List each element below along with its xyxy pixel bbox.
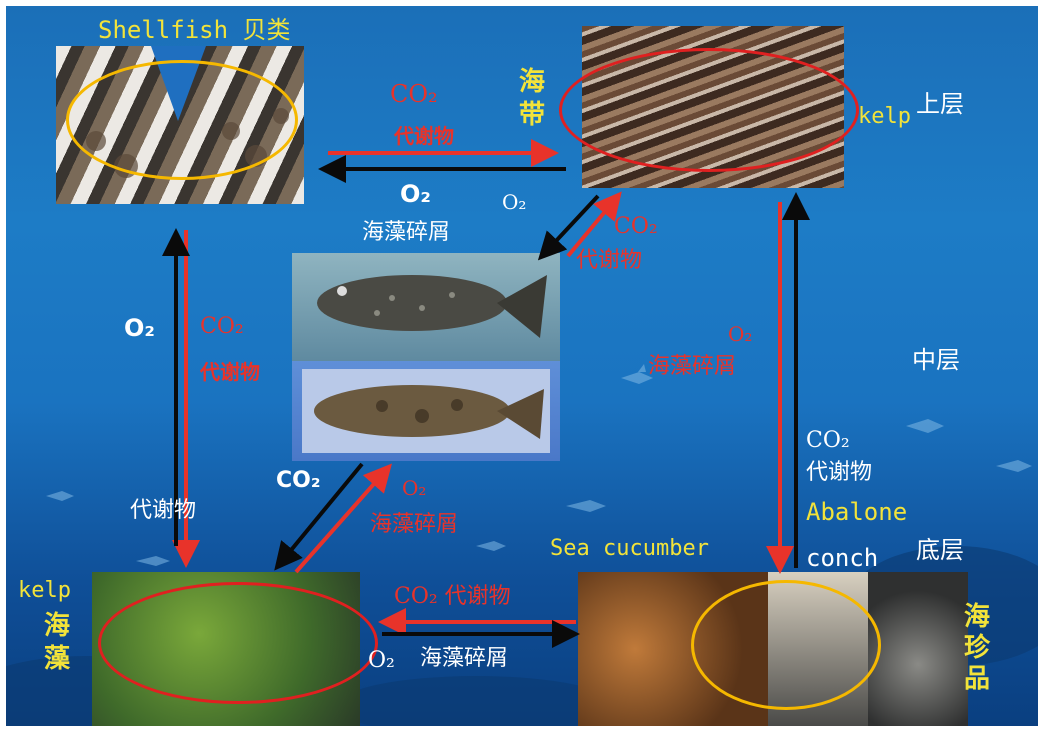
kelp-top-en-label: kelp (858, 104, 911, 129)
layer-middle-label: 中层 (912, 346, 960, 374)
flow-shell-down-co2: CO₂ (200, 314, 244, 339)
flow-seaweed-fish-o2: O₂ (402, 476, 427, 500)
seaweed-en-label: kelp (18, 578, 71, 603)
arrow-kelp-to-fish (537, 194, 600, 261)
fish-photo-lower (292, 361, 560, 461)
seaweed-cn-label: 海藻 (44, 611, 71, 674)
flow-arrows (162, 139, 810, 648)
flow-kelp-down-o2: O₂ (728, 322, 753, 346)
flow-fish-kelp-co2: CO₂ (614, 214, 658, 239)
arrow-fish-to-kelp (566, 191, 622, 258)
arrow-seaweed-to-fish (294, 463, 392, 574)
kelp-top-highlight-ring (559, 48, 859, 172)
flow-seaweed-treasure-o2: O₂ (368, 648, 395, 673)
conch-label: conch (806, 544, 879, 572)
flow-kelp-down-detritus: 海藻碎屑 (648, 354, 737, 379)
flow-shell-down-metab: 代谢物 (200, 360, 260, 384)
abalone-label: Abalone (806, 498, 908, 526)
kelp-top-cn-label: 海带 (519, 67, 546, 130)
flow-bottom-up-metab: 代谢物 (806, 460, 873, 485)
layer-upper-label: 上层 (916, 90, 964, 118)
flow-seaweed-treasure-detritus: 海藻碎屑 (420, 646, 509, 671)
shellfish-highlight-ring (66, 60, 298, 180)
flow-shell-down-o2: O₂ (124, 314, 155, 342)
flow-shell-kelp-co2: CO₂ (390, 80, 438, 108)
shellfish-label: Shellfish 贝类 (98, 16, 291, 44)
seaweed-highlight-ring (98, 582, 378, 704)
layer-bottom-label: 底层 (916, 536, 964, 564)
flow-treasure-seaweed: CO₂ 代谢物 (394, 584, 511, 609)
flow-kelp-shell-o2: O₂ (400, 180, 431, 208)
fish-photo-upper (292, 253, 560, 361)
flow-kelp-o2-small: O₂ (502, 190, 527, 214)
ecosystem-diagram: Shellfish 贝类 kelp 海带 kelp 海藻 海珍品 Sea cuc… (6, 6, 1038, 726)
arrow-fish-to-seaweed (274, 462, 364, 571)
flow-kelp-shell-detritus: 海藻碎屑 (362, 220, 451, 245)
sea-treasure-highlight-ring (691, 580, 881, 710)
flow-seaweed-up-metab: 代谢物 (130, 498, 197, 523)
sea-treasure-cn-label: 海珍品 (964, 602, 991, 695)
flow-fish-seaweed-co2: CO₂ (276, 468, 321, 493)
flow-fish-kelp-metab: 代谢物 (576, 248, 643, 273)
flow-seaweed-fish-detritus: 海藻碎屑 (370, 512, 459, 537)
flow-bottom-up-co2: CO₂ (806, 428, 850, 453)
sea-cucumber-label: Sea cucumber (550, 536, 709, 561)
flow-shell-kelp-metab: 代谢物 (394, 124, 454, 148)
